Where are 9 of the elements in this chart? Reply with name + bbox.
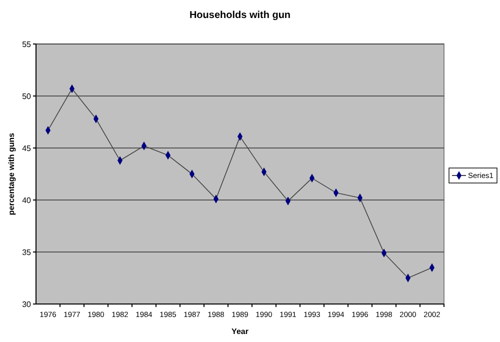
x-axis-title: Year	[232, 327, 248, 336]
y-tick-label: 50	[22, 92, 32, 101]
y-axis-title: percentage with guns	[7, 132, 16, 216]
y-tick-label: 45	[22, 144, 32, 153]
y-tick-label: 40	[22, 196, 32, 205]
chart-title: Households with gun	[189, 10, 291, 21]
y-tick-label: 55	[22, 40, 32, 49]
y-tick-label: 35	[22, 248, 32, 257]
y-tick-label: 30	[22, 300, 32, 309]
